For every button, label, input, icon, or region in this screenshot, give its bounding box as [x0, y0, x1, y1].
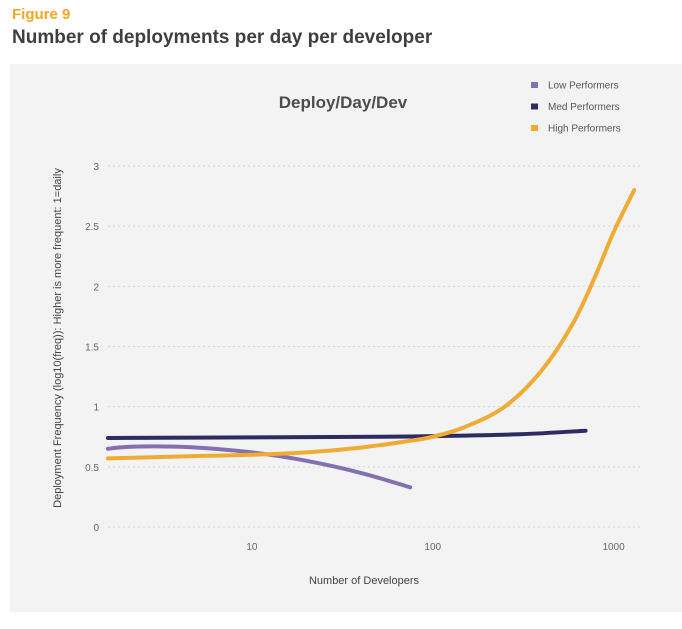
- legend: Low Performers Med Performers High Perform…: [531, 81, 621, 135]
- legend-label-low-performers: Low Performers: [548, 81, 619, 92]
- figure-label: Figure 9: [12, 6, 71, 23]
- legend-label-med-performers: Med Performers: [548, 102, 620, 113]
- y-tick-label: 2.5: [85, 222, 99, 233]
- x-axis-label: Number of Developers: [309, 575, 420, 587]
- y-tick-label: 1.5: [85, 343, 99, 354]
- y-axis-ticks: 0 0.5 1 1.5 2 2.5 3: [85, 162, 99, 534]
- series-line-low-performers: [106, 444, 413, 490]
- chart-title: Deploy/Day/Dev: [279, 93, 408, 112]
- x-tick-label: 1000: [602, 542, 625, 553]
- y-tick-label: 0.5: [85, 463, 99, 474]
- series-lines: [106, 188, 637, 490]
- legend-label-high-performers: High Performers: [548, 124, 621, 135]
- series-line-high-performers: [106, 188, 637, 461]
- y-tick-label: 3: [93, 162, 99, 173]
- y-tick-label: 2: [93, 282, 99, 293]
- grid-lines: [108, 165, 640, 528]
- legend-swatch-high-performers: [531, 125, 538, 131]
- x-axis-ticks: 10 100 1000: [246, 542, 625, 553]
- figure-title: Number of deployments per day per develo…: [12, 27, 433, 48]
- x-tick-label: 10: [246, 542, 258, 553]
- legend-swatch-med-performers: [531, 103, 538, 110]
- y-tick-label: 0: [93, 523, 99, 534]
- y-tick-label: 1: [93, 403, 99, 414]
- chart-panel: [10, 64, 682, 612]
- legend-swatch-low-performers: [531, 82, 538, 88]
- x-tick-label: 100: [424, 542, 441, 553]
- y-axis-label: Deployment Frequency (log10(freq)): High…: [52, 168, 64, 508]
- series-line-med-performers: [106, 428, 588, 440]
